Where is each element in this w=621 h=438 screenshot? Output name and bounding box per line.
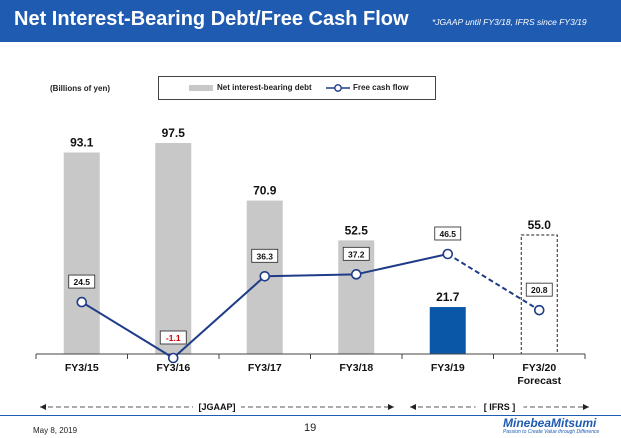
chart-legend: Net interest-bearing debt Free cash flow: [158, 76, 436, 100]
x-tick-label: FY3/17: [248, 362, 282, 374]
fcf-line-segment: [172, 275, 266, 359]
fcf-value-label: 24.5: [73, 277, 90, 287]
fcf-label-box: [68, 274, 96, 289]
period-arrow-right: [583, 404, 589, 410]
page-title: Net Interest-Bearing Debt/Free Cash Flow: [14, 8, 409, 30]
x-tick-label: FY3/15: [65, 362, 99, 374]
footer-divider: [0, 415, 621, 416]
fcf-label-box: [434, 226, 462, 241]
bar-FY3/15: [63, 152, 100, 354]
fcf-label-box: [342, 246, 370, 261]
legend-bar-swatch: [189, 85, 213, 91]
x-tick-label: FY3/19: [431, 362, 465, 374]
bar-value-label: 97.5: [162, 126, 186, 140]
company-logo: MinebeaMitsumi Passion to Create Value t…: [503, 416, 599, 435]
fcf-point-FY3/20: [533, 304, 545, 316]
bar-value-label: 93.1: [70, 136, 94, 150]
x-tick-label: FY3/16: [156, 362, 190, 374]
bar-value-label: 70.9: [253, 184, 277, 198]
legend-line-icon: [326, 84, 350, 92]
x-tick-label: FY3/18: [339, 362, 373, 374]
logo-tagline: Passion to Create Value through Differen…: [503, 429, 600, 435]
bar-value-label: 52.5: [345, 223, 369, 237]
x-tick-sublabel: Forecast: [517, 375, 561, 387]
fcf-line-segment: [356, 253, 448, 276]
fcf-value-label: 46.5: [439, 229, 456, 239]
legend-line-label: Free cash flow: [353, 83, 409, 92]
footer-date: May 8, 2019: [33, 426, 78, 435]
x-tick-label: FY3/20: [522, 362, 556, 374]
fcf-point-FY3/19: [442, 248, 454, 260]
legend-bar-label: Net interest-bearing debt: [217, 83, 312, 92]
fcf-point-FY3/15: [76, 296, 88, 308]
period-label: [ IFRS ]: [484, 402, 516, 412]
period-label: [JGAAP]: [198, 402, 235, 412]
logo-text: MinebeaMitsumi: [503, 416, 597, 430]
fcf-label-box: [159, 330, 187, 345]
fcf-label-box: [525, 282, 553, 297]
period-label-bg: [193, 401, 241, 413]
header-banner: Net Interest-Bearing Debt/Free Cash Flow…: [0, 0, 621, 42]
fcf-value-label: 36.3: [256, 251, 273, 261]
fcf-point-FY3/16: [167, 352, 179, 364]
period-label-bg: [475, 401, 524, 413]
fcf-point-FY3/17: [259, 270, 271, 282]
bar-FY3/16: [155, 143, 192, 354]
unit-label: (Billions of yen): [50, 84, 110, 93]
period-arrow-right: [388, 404, 394, 410]
fcf-line-segment: [81, 301, 174, 359]
period-arrow-left: [40, 404, 46, 410]
fcf-label-box: [251, 248, 279, 263]
period-arrow-left: [410, 404, 416, 410]
page-number: 19: [304, 422, 317, 434]
fcf-value-label: -1.1: [166, 333, 181, 343]
fcf-line-segment: [447, 253, 540, 312]
fcf-value-label: 37.2: [348, 249, 365, 259]
bar-value-label: 21.7: [436, 290, 460, 304]
fcf-value-label: 20.8: [531, 285, 548, 295]
fcf-line-segment: [264, 273, 357, 278]
accounting-note: *JGAAP until FY3/18, IFRS since FY3/19: [432, 17, 587, 27]
fcf-point-FY3/18: [350, 269, 362, 280]
bar-value-label: 55.0: [528, 218, 552, 232]
bar-FY3/19: [429, 307, 466, 354]
